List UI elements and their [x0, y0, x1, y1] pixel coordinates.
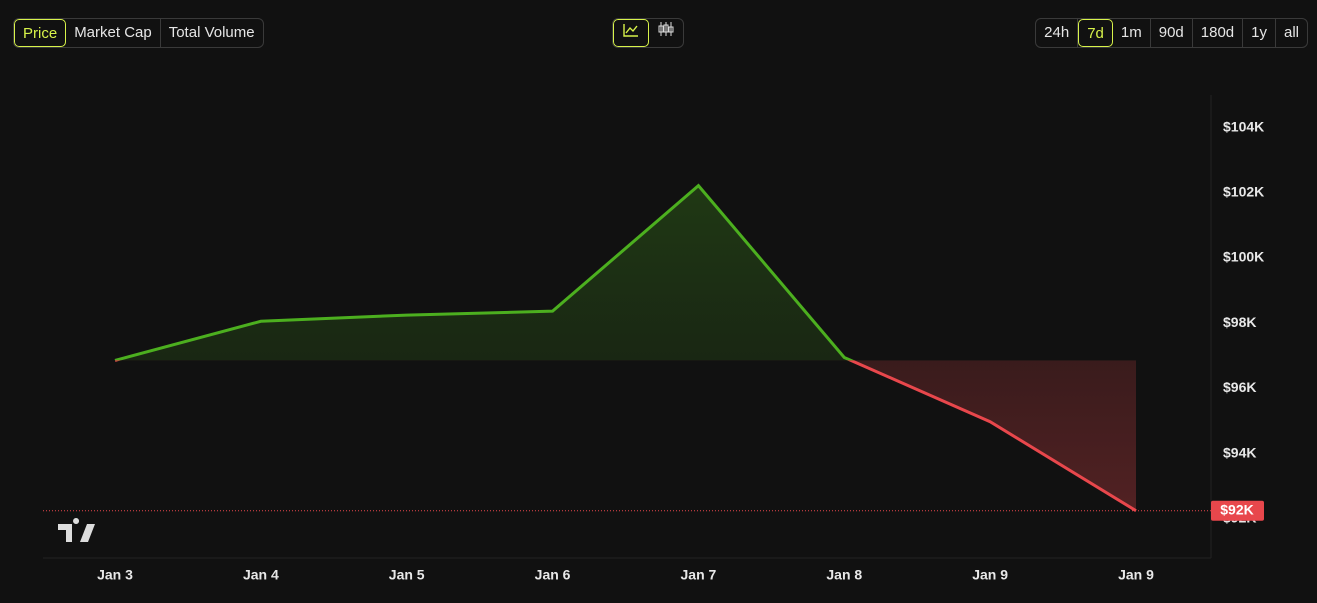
y-tick-label: $98K [1223, 314, 1256, 330]
x-tick-label: Jan 9 [1118, 567, 1154, 583]
last-price-label: $92K [1220, 501, 1253, 517]
area-down [115, 360, 1136, 511]
area-up [115, 185, 851, 361]
y-tick-label: $94K [1223, 444, 1256, 460]
line-chart-button[interactable] [613, 19, 649, 47]
x-tick-label: Jan 5 [389, 567, 425, 583]
range-tab[interactable]: 1y [1243, 19, 1276, 47]
candle-chart-button[interactable] [649, 19, 683, 47]
metric-tabs: Price Market Cap Total Volume [13, 18, 264, 48]
range-tab[interactable]: 1m [1113, 19, 1151, 47]
range-tab[interactable]: 24h [1036, 19, 1079, 47]
metric-tab[interactable]: Total Volume [168, 24, 255, 41]
price-line-up [114, 183, 855, 361]
last-price-badge [1211, 500, 1264, 521]
x-tick-label: Jan 3 [97, 567, 133, 583]
range-tab[interactable]: 180d [1193, 19, 1244, 47]
x-tick-label: Jan 6 [535, 567, 571, 583]
y-tick-label: $92K [1223, 510, 1256, 526]
y-tick-label: $100K [1223, 249, 1264, 265]
range-tab[interactable]: 90d [1151, 19, 1193, 47]
x-tick-label: Jan 4 [243, 567, 279, 583]
range-tabs: 24h 7d 1m 90d 180d 1y all [1035, 18, 1308, 48]
range-tab[interactable]: all [1283, 24, 1299, 41]
range-tab[interactable]: 7d [1078, 19, 1113, 47]
x-tick-label: Jan 8 [826, 567, 862, 583]
x-tick-label: Jan 7 [681, 567, 717, 583]
metric-tab[interactable]: Market Cap [66, 19, 161, 47]
tradingview-logo [58, 518, 95, 542]
chart-type-toggle [612, 18, 684, 48]
price-line-down [114, 360, 1137, 513]
y-tick-label: $96K [1223, 379, 1256, 395]
y-tick-label: $102K [1223, 184, 1264, 200]
metric-tab[interactable]: Price [14, 19, 67, 47]
y-tick-label: $104K [1223, 118, 1264, 134]
x-tick-label: Jan 9 [972, 567, 1008, 583]
